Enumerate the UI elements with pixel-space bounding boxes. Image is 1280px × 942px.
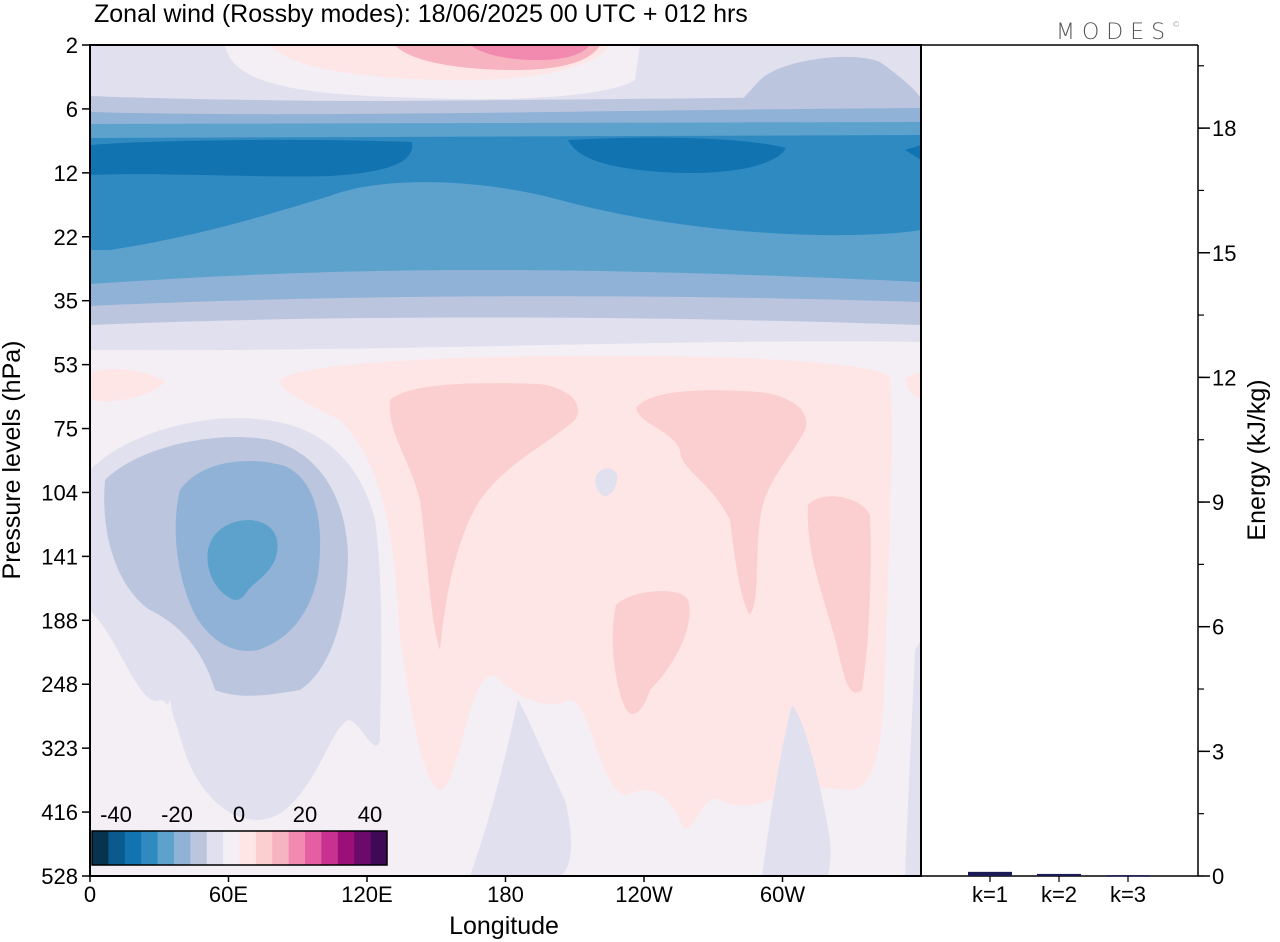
x-axis-title: Longitude xyxy=(449,912,559,940)
colorbar-swatch xyxy=(255,831,273,865)
colorbar-swatch xyxy=(108,831,126,865)
colorbar-swatch xyxy=(157,831,175,865)
energy-tick-label: 3 xyxy=(1212,739,1224,764)
longitude-axis: 0 60E 120E 180 120W 60W xyxy=(84,876,805,907)
colorbar-swatch xyxy=(141,831,159,865)
energy-tick-label: 0 xyxy=(1212,864,1224,889)
pressure-tick-label: 2 xyxy=(66,33,78,58)
zonal-wind-contour-field xyxy=(90,45,921,876)
colorbar-frame xyxy=(91,830,388,866)
negative-tongue-3 xyxy=(905,640,921,876)
colorbar-swatch xyxy=(354,831,372,865)
energy-bar xyxy=(1037,873,1081,876)
colorbar-swatch xyxy=(370,831,388,865)
negative-anomaly-core xyxy=(207,520,278,600)
pressure-tick-label: 141 xyxy=(41,544,78,569)
y-axis-title: Pressure levels (hPa) xyxy=(0,341,26,580)
colorbar-swatch xyxy=(288,831,306,865)
longitude-tick-label: 60W xyxy=(760,882,805,907)
pressure-tick-label: 528 xyxy=(41,864,78,889)
easterly-core-east xyxy=(568,137,786,173)
band-top-positive-4 xyxy=(470,45,590,60)
pressure-tick-label: 248 xyxy=(41,672,78,697)
energy-category-label: k=3 xyxy=(1110,882,1146,907)
pressure-tick-label: 188 xyxy=(41,608,78,633)
pressure-tick-label: 75 xyxy=(54,417,78,442)
positive-lobe-4 xyxy=(807,496,871,693)
pressure-tick-label: 35 xyxy=(54,289,78,314)
modes-logo: MODES© xyxy=(1056,20,1181,45)
pressure-tick-label: 22 xyxy=(54,225,78,250)
energy-tick-label: 18 xyxy=(1212,116,1236,141)
colorbar-swatch xyxy=(206,831,224,865)
longitude-tick-label: 0 xyxy=(84,882,96,907)
energy-bars: k=1 k=2 k=3 xyxy=(968,871,1150,907)
colorbar-swatch xyxy=(124,831,142,865)
band-top-right-negative xyxy=(740,56,921,102)
band-45hpa xyxy=(90,317,921,351)
positive-lobe-3 xyxy=(612,590,690,714)
positive-edge-left xyxy=(92,369,165,402)
energy-tick-label: 9 xyxy=(1212,490,1224,515)
longitude-tick-label: 180 xyxy=(487,882,524,907)
colorbar-label: -40 xyxy=(100,802,132,827)
energy-bar xyxy=(1106,875,1150,877)
colorbar-swatch xyxy=(337,831,355,865)
positive-lobe-1 xyxy=(389,383,579,650)
energy-category-label: k=1 xyxy=(972,882,1008,907)
colorbar-swatch xyxy=(239,831,257,865)
pressure-tick-label: 104 xyxy=(41,480,78,505)
energy-tick-label: 12 xyxy=(1212,365,1236,390)
colorbar-label: -20 xyxy=(161,802,193,827)
pressure-axis: 2 6 12 22 35 53 75 104 141 188 248 323 416 528 xyxy=(41,33,90,889)
positive-edge-right xyxy=(905,372,921,400)
colorbar-label: 40 xyxy=(358,802,382,827)
colorbar xyxy=(91,830,388,866)
near-zero-dot xyxy=(595,468,618,496)
energy-axis-title: Energy (kJ/kg) xyxy=(1243,379,1271,540)
energy-category-label: k=2 xyxy=(1041,882,1077,907)
pressure-tick-label: 12 xyxy=(54,161,78,186)
pressure-tick-label: 416 xyxy=(41,800,78,825)
colorbar-label: 0 xyxy=(233,802,245,827)
colorbar-swatch xyxy=(272,831,290,865)
pressure-tick-label: 323 xyxy=(41,736,78,761)
negative-tongue-2 xyxy=(762,705,831,876)
negative-tongue-1 xyxy=(470,700,572,876)
negative-tongue-4 xyxy=(150,700,180,811)
colorbar-swatch xyxy=(223,831,240,865)
energy-tick-label: 15 xyxy=(1212,241,1236,266)
energy-axis: 0 3 6 9 12 15 18 xyxy=(1198,65,1236,889)
pressure-tick-label: 53 xyxy=(54,353,78,378)
positive-lobe-2 xyxy=(636,390,807,615)
colorbar-label: 20 xyxy=(293,802,317,827)
colorbar-swatch xyxy=(305,831,322,865)
energy-tick-label: 6 xyxy=(1212,615,1224,640)
colorbar-swatch xyxy=(321,831,339,865)
easterly-core-west xyxy=(90,139,413,177)
colorbar-swatch xyxy=(173,831,191,865)
longitude-tick-label: 120E xyxy=(341,882,392,907)
pressure-tick-label: 6 xyxy=(66,97,78,122)
colorbar-labels: -40 -20 0 20 40 xyxy=(100,802,382,827)
chart-title: Zonal wind (Rossby modes): 18/06/2025 00… xyxy=(94,0,748,28)
colorbar-swatch xyxy=(92,831,109,865)
longitude-tick-label: 60E xyxy=(209,882,248,907)
colorbar-swatch xyxy=(190,831,208,865)
longitude-tick-label: 120W xyxy=(615,882,673,907)
easterly-core-edge xyxy=(905,145,921,160)
energy-bar xyxy=(968,871,1012,876)
